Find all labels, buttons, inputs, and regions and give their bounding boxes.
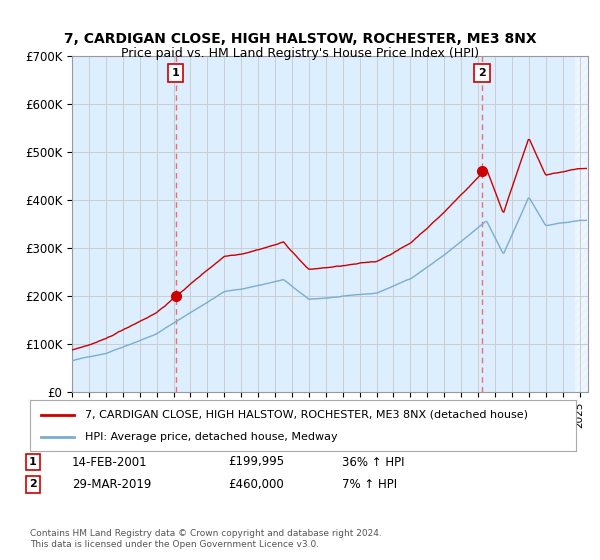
Text: £460,000: £460,000 bbox=[228, 478, 284, 491]
Text: 14-FEB-2001: 14-FEB-2001 bbox=[72, 455, 148, 469]
Text: Contains HM Land Registry data © Crown copyright and database right 2024.
This d: Contains HM Land Registry data © Crown c… bbox=[30, 529, 382, 549]
Text: 7, CARDIGAN CLOSE, HIGH HALSTOW, ROCHESTER, ME3 8NX: 7, CARDIGAN CLOSE, HIGH HALSTOW, ROCHEST… bbox=[64, 32, 536, 46]
Text: 2: 2 bbox=[478, 68, 486, 78]
Text: 7, CARDIGAN CLOSE, HIGH HALSTOW, ROCHESTER, ME3 8NX (detached house): 7, CARDIGAN CLOSE, HIGH HALSTOW, ROCHEST… bbox=[85, 409, 527, 419]
Text: HPI: Average price, detached house, Medway: HPI: Average price, detached house, Medw… bbox=[85, 432, 337, 442]
Bar bbox=[575, 56, 588, 392]
Text: 2: 2 bbox=[29, 479, 37, 489]
Text: £199,995: £199,995 bbox=[228, 455, 284, 469]
Text: 1: 1 bbox=[172, 68, 179, 78]
Text: 7% ↑ HPI: 7% ↑ HPI bbox=[342, 478, 397, 491]
Text: Price paid vs. HM Land Registry's House Price Index (HPI): Price paid vs. HM Land Registry's House … bbox=[121, 46, 479, 60]
Text: 36% ↑ HPI: 36% ↑ HPI bbox=[342, 455, 404, 469]
Text: 29-MAR-2019: 29-MAR-2019 bbox=[72, 478, 151, 491]
Text: 1: 1 bbox=[29, 457, 37, 467]
